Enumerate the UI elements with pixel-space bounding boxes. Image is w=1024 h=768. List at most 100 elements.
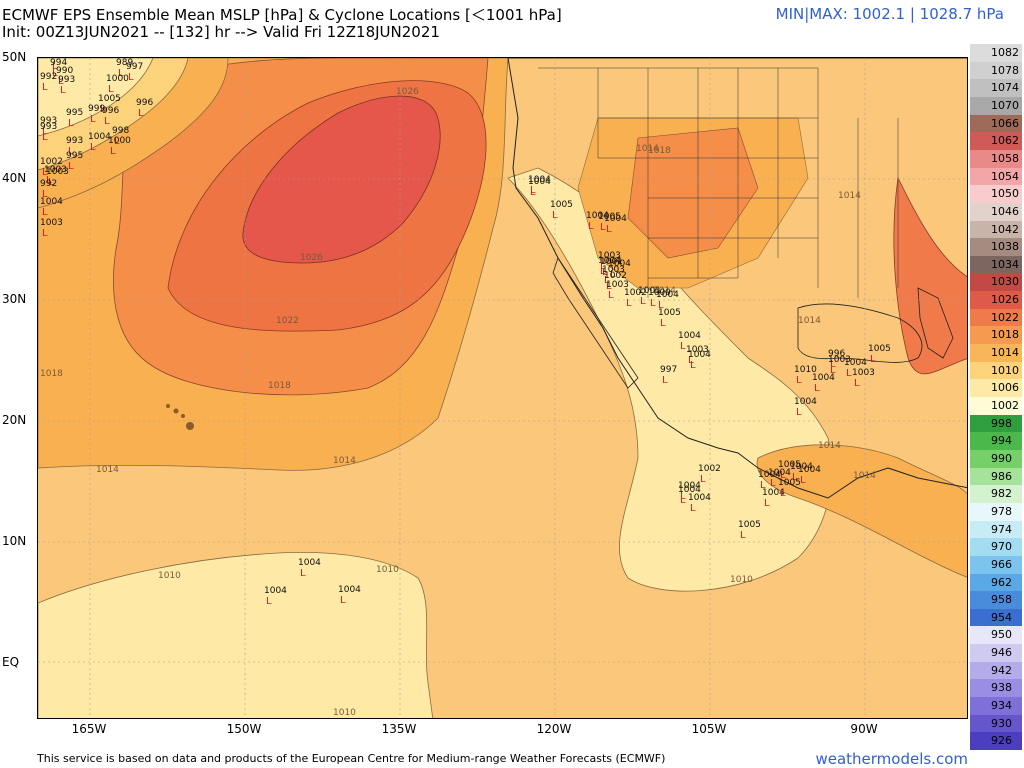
cyclone-l-icon: L — [138, 108, 144, 119]
cyclone-pressure-label: 1004 — [790, 462, 813, 472]
cyclone-pressure-label: 1005 — [738, 520, 761, 530]
cyclone-l-icon: L — [690, 360, 696, 371]
isobar-label: 1014 — [818, 441, 841, 451]
min-max-readout: MIN|MAX: 1002.1 | 1028.7 hPa — [775, 5, 1004, 23]
coastline-north-america — [507, 58, 967, 499]
cyclone-l-icon: L — [90, 114, 96, 125]
pressure-colorbar: 1082 1078 1074 1070 1066 1062 1058 1054 1050 1046… — [970, 44, 1022, 751]
cyclone-l-icon: L — [830, 359, 836, 370]
lat-label-20n: 20N — [2, 413, 27, 427]
cyclone-pressure-label: 1004 — [598, 256, 621, 266]
cyclone-pressure-label: 1004 — [762, 488, 785, 498]
cyclone-pressure-label: 993 — [66, 136, 83, 146]
cyclone-l-icon: L — [660, 318, 666, 329]
cyclone-l-icon: L — [68, 146, 74, 157]
isobar-label: 1010 — [376, 565, 399, 575]
cyclone-l-icon: L — [46, 175, 52, 186]
cyclone-l-icon: L — [104, 116, 110, 127]
ecmwf-disclaimer: This service is based on data and produc… — [37, 752, 666, 765]
isobar-band-nw-1006 — [38, 58, 154, 137]
cyclone-pressure-label: 993 — [40, 116, 57, 126]
cyclone-pressure-label: 1004 — [678, 481, 701, 491]
cyclone-l-icon: L — [854, 378, 860, 389]
legend-level-1066: 1066 — [970, 114, 1022, 133]
cyclone-pressure-label: 1004 — [528, 177, 551, 187]
cyclone-l-icon: L — [658, 300, 664, 311]
cyclone-pressure-label: 1003 — [686, 345, 709, 355]
legend-level-1070: 1070 — [970, 96, 1022, 116]
cyclone-l-icon: L — [552, 210, 558, 221]
cyclone-pressure-label: 1001 — [638, 286, 661, 296]
legend-level-950: 950 — [970, 626, 1022, 645]
cyclone-markers: 981L994L990L989L997L996L993L1000L1005L99… — [40, 58, 891, 607]
lat-label-40n: 40N — [2, 171, 27, 185]
lon-label-135w: 135W — [381, 722, 417, 736]
cyclone-pressure-label: 1003 — [598, 251, 621, 261]
legend-level-958: 958 — [970, 591, 1022, 610]
legend-level-1050: 1050 — [970, 185, 1022, 204]
us-state-borders — [538, 67, 899, 298]
legend-level-978: 978 — [970, 502, 1022, 522]
cyclone-l-icon: L — [110, 146, 116, 157]
cyclone-pressure-label: 1005 — [658, 308, 681, 318]
cyclone-pressure-label: 1003 — [602, 265, 625, 275]
map-title: ECMWF EPS Ensemble Mean MSLP [hPa] & Cyc… — [2, 6, 562, 24]
cyclone-l-icon: L — [740, 530, 746, 541]
legend-level-1062: 1062 — [970, 132, 1022, 151]
cyclone-l-icon: L — [108, 84, 114, 95]
cyclone-l-icon: L — [58, 76, 64, 87]
lat-label-10n: 10N — [2, 534, 27, 548]
isobar-labels: 1026102610221018101810141014101010101010… — [40, 87, 876, 718]
cyclone-pressure-label: 1004 — [678, 485, 701, 495]
cyclone-l-icon: L — [830, 365, 836, 376]
cyclone-pressure-label: 997 — [660, 365, 677, 375]
isobar-label: 1014 — [838, 191, 861, 201]
coastline-gulf — [797, 303, 923, 363]
cyclone-l-icon: L — [610, 269, 616, 280]
cyclone-l-icon: L — [530, 185, 536, 196]
hawaii-islands — [166, 404, 194, 430]
cyclone-l-icon: L — [42, 189, 48, 200]
isobar-band-itcz — [38, 552, 434, 718]
cyclone-pressure-label: 1004 — [264, 586, 287, 596]
cyclone-l-icon: L — [764, 498, 770, 509]
cyclone-pressure-label: 995 — [66, 151, 83, 161]
legend-level-970: 970 — [970, 538, 1022, 557]
legend-level-1018: 1018 — [970, 326, 1022, 345]
lon-label-90w: 90W — [850, 722, 878, 736]
cyclone-l-icon: L — [42, 207, 48, 218]
legend-level-986: 986 — [970, 467, 1022, 486]
legend-level-934: 934 — [970, 697, 1022, 716]
legend-level-938: 938 — [970, 679, 1022, 698]
cyclone-l-icon: L — [118, 68, 124, 79]
legend-level-1046: 1046 — [970, 202, 1022, 221]
cyclone-pressure-label: 1005 — [550, 200, 573, 210]
cyclone-l-icon: L — [600, 266, 606, 277]
cyclone-l-icon: L — [90, 142, 96, 153]
cyclone-pressure-label: 1004 — [604, 214, 627, 224]
cyclone-l-icon: L — [530, 187, 536, 198]
isobar-label: 1014 — [333, 456, 356, 466]
brand-link[interactable]: weathermodels.com — [815, 750, 968, 768]
